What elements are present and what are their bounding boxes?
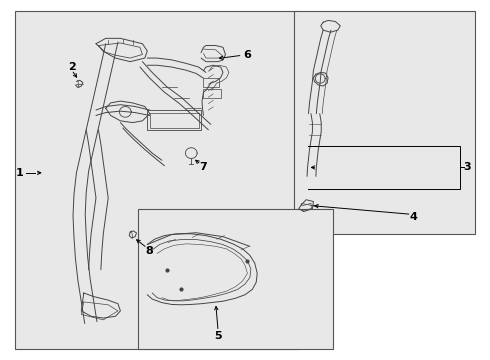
Bar bbox=[203, 78, 219, 87]
Bar bbox=[147, 110, 201, 130]
Text: 4: 4 bbox=[410, 212, 417, 221]
Text: 2: 2 bbox=[68, 62, 75, 72]
Bar bbox=[138, 209, 333, 348]
Text: 1: 1 bbox=[15, 168, 23, 178]
Bar bbox=[203, 89, 220, 98]
Text: 8: 8 bbox=[146, 246, 153, 256]
Text: 7: 7 bbox=[199, 162, 207, 172]
Bar bbox=[15, 12, 299, 348]
Bar bbox=[294, 12, 475, 234]
Text: 5: 5 bbox=[214, 331, 222, 341]
Bar bbox=[150, 113, 198, 128]
Text: 3: 3 bbox=[464, 162, 471, 172]
Text: 6: 6 bbox=[244, 50, 251, 60]
